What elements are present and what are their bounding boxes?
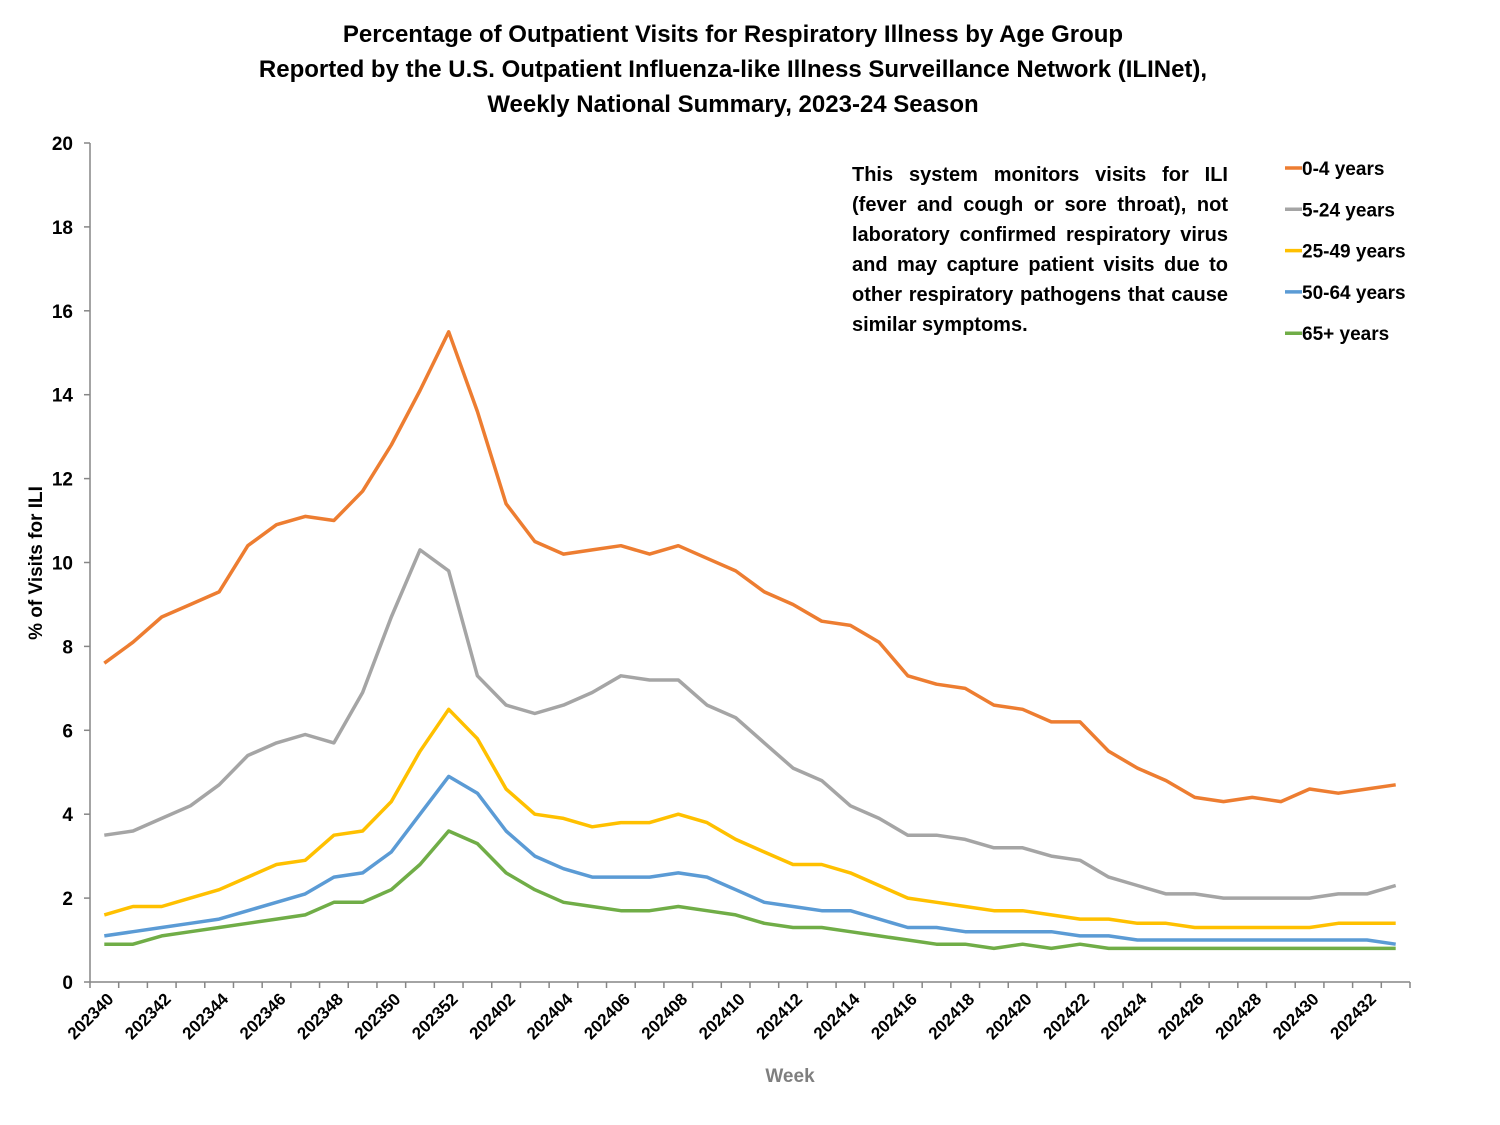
x-tick-label: 202402 bbox=[466, 990, 520, 1044]
x-tick-label: 202428 bbox=[1212, 990, 1266, 1044]
x-tick-label: 202346 bbox=[236, 990, 290, 1044]
annotation: This system monitors visits for ILI (fev… bbox=[852, 164, 1228, 336]
x-tick-label: 202414 bbox=[810, 989, 864, 1043]
y-tick-label: 2 bbox=[62, 889, 73, 910]
series-line bbox=[103, 330, 1396, 804]
y-tick-label: 8 bbox=[62, 637, 73, 658]
legend-label: 5-24 years bbox=[1302, 200, 1395, 221]
legend-label: 0-4 years bbox=[1302, 159, 1384, 180]
x-tick-label: 202340 bbox=[64, 990, 118, 1044]
x-tick-label: 202350 bbox=[351, 990, 405, 1044]
x-tick-label: 202406 bbox=[580, 990, 634, 1044]
x-tick-label: 202422 bbox=[1040, 990, 1094, 1044]
y-tick-label: 12 bbox=[52, 470, 73, 491]
x-tick-label: 202432 bbox=[1326, 990, 1380, 1044]
y-tick-label: 10 bbox=[52, 554, 73, 575]
series-line bbox=[104, 548, 1397, 900]
x-tick-label: 202426 bbox=[1154, 990, 1208, 1044]
y-tick-label: 6 bbox=[62, 721, 73, 742]
y-tick-label: 14 bbox=[52, 386, 74, 407]
x-tick-label: 202342 bbox=[121, 990, 175, 1044]
y-axis-title: % of Visits for ILI bbox=[26, 486, 47, 640]
y-tick-label: 0 bbox=[62, 973, 73, 994]
legend-label: 65+ years bbox=[1302, 324, 1389, 345]
y-tick-label: 20 bbox=[52, 134, 73, 155]
x-tick-label: 202420 bbox=[982, 990, 1036, 1044]
x-tick-label: 202404 bbox=[523, 989, 577, 1043]
legend-label: 50-64 years bbox=[1302, 283, 1406, 304]
series-line bbox=[103, 707, 1396, 930]
x-tick-label: 202416 bbox=[867, 990, 921, 1044]
x-axis-title: Week bbox=[765, 1066, 815, 1087]
x-tick-label: 202418 bbox=[925, 990, 979, 1044]
x-tick-label: 202344 bbox=[179, 989, 233, 1043]
x-tick-label: 202424 bbox=[1097, 989, 1151, 1043]
legend-label: 25-49 years bbox=[1302, 242, 1406, 263]
series-line bbox=[104, 774, 1396, 946]
x-tick-label: 202410 bbox=[695, 990, 749, 1044]
x-tick-label: 202430 bbox=[1269, 990, 1323, 1044]
x-tick-label: 202348 bbox=[293, 990, 347, 1044]
y-tick-label: 18 bbox=[52, 218, 73, 239]
y-tick-label: 16 bbox=[52, 302, 73, 323]
chart-title: Reported by the U.S. Outpatient Influenz… bbox=[259, 56, 1207, 83]
y-tick-label: 4 bbox=[62, 805, 73, 826]
chart-title: Weekly National Summary, 2023-24 Season bbox=[487, 91, 978, 118]
series-line bbox=[104, 829, 1396, 951]
x-tick-label: 202408 bbox=[638, 990, 692, 1044]
x-tick-label: 202352 bbox=[408, 990, 462, 1044]
x-tick-label: 202412 bbox=[753, 990, 807, 1044]
chart-title: Percentage of Outpatient Visits for Resp… bbox=[343, 21, 1123, 48]
